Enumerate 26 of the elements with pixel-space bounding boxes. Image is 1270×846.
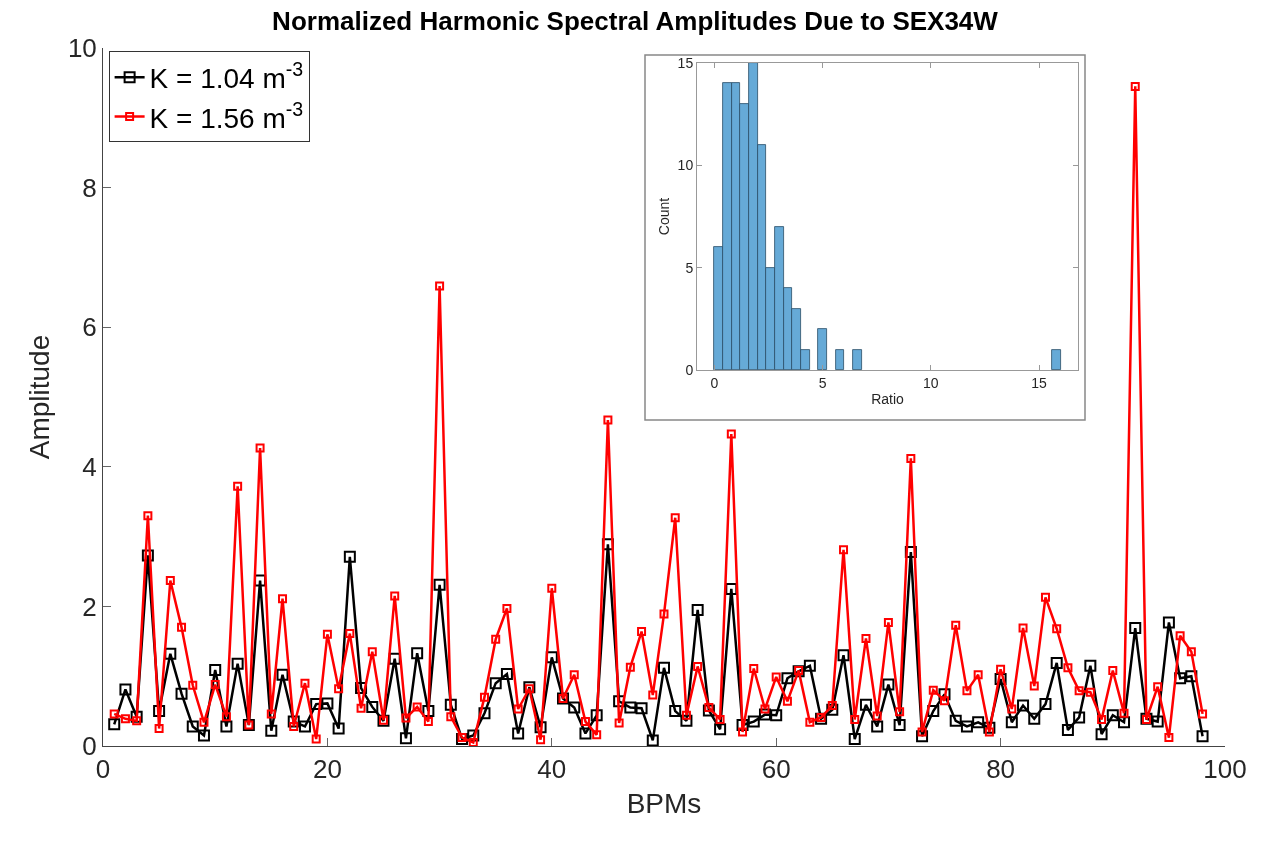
x-tick-label: 20 (312, 754, 342, 785)
y-tick-label: 15 (677, 54, 694, 71)
y-tick-label: 6 (82, 312, 97, 343)
y-tick-label: 8 (82, 172, 97, 203)
legend-label: K = 1.04 m$^{-3}$ (149, 58, 304, 95)
x-tick-label: 40 (537, 754, 567, 785)
y-tick-label: 2 (82, 591, 97, 622)
x-axis-title: BPMs (626, 788, 702, 820)
x-tick-label: 15 (1031, 374, 1048, 391)
x-tick-label: 5 (818, 374, 827, 391)
chart-title: Normalized Harmonic Spectral Amplitudes Due to SEX34W (272, 6, 999, 37)
x-tick-label: 60 (761, 754, 791, 785)
y-tick-label: 0 (82, 731, 97, 762)
x-tick-label: 0 (710, 374, 719, 391)
y-axis-title: Count (656, 197, 673, 236)
legend-label: K = 1.56 m$^{-3}$ (149, 97, 304, 134)
x-tick-label: 80 (986, 754, 1016, 785)
x-axis-title: Ratio (871, 391, 905, 408)
y-tick-label: 4 (82, 451, 97, 482)
x-tick-label: 100 (1203, 754, 1247, 785)
y-tick-label: 10 (67, 33, 97, 64)
y-tick-label: 5 (685, 259, 694, 276)
x-tick-label: 10 (923, 374, 939, 391)
y-tick-label: 0 (685, 361, 694, 378)
y-axis-title: Amplitude (23, 334, 55, 460)
y-tick-label: 10 (677, 157, 694, 174)
